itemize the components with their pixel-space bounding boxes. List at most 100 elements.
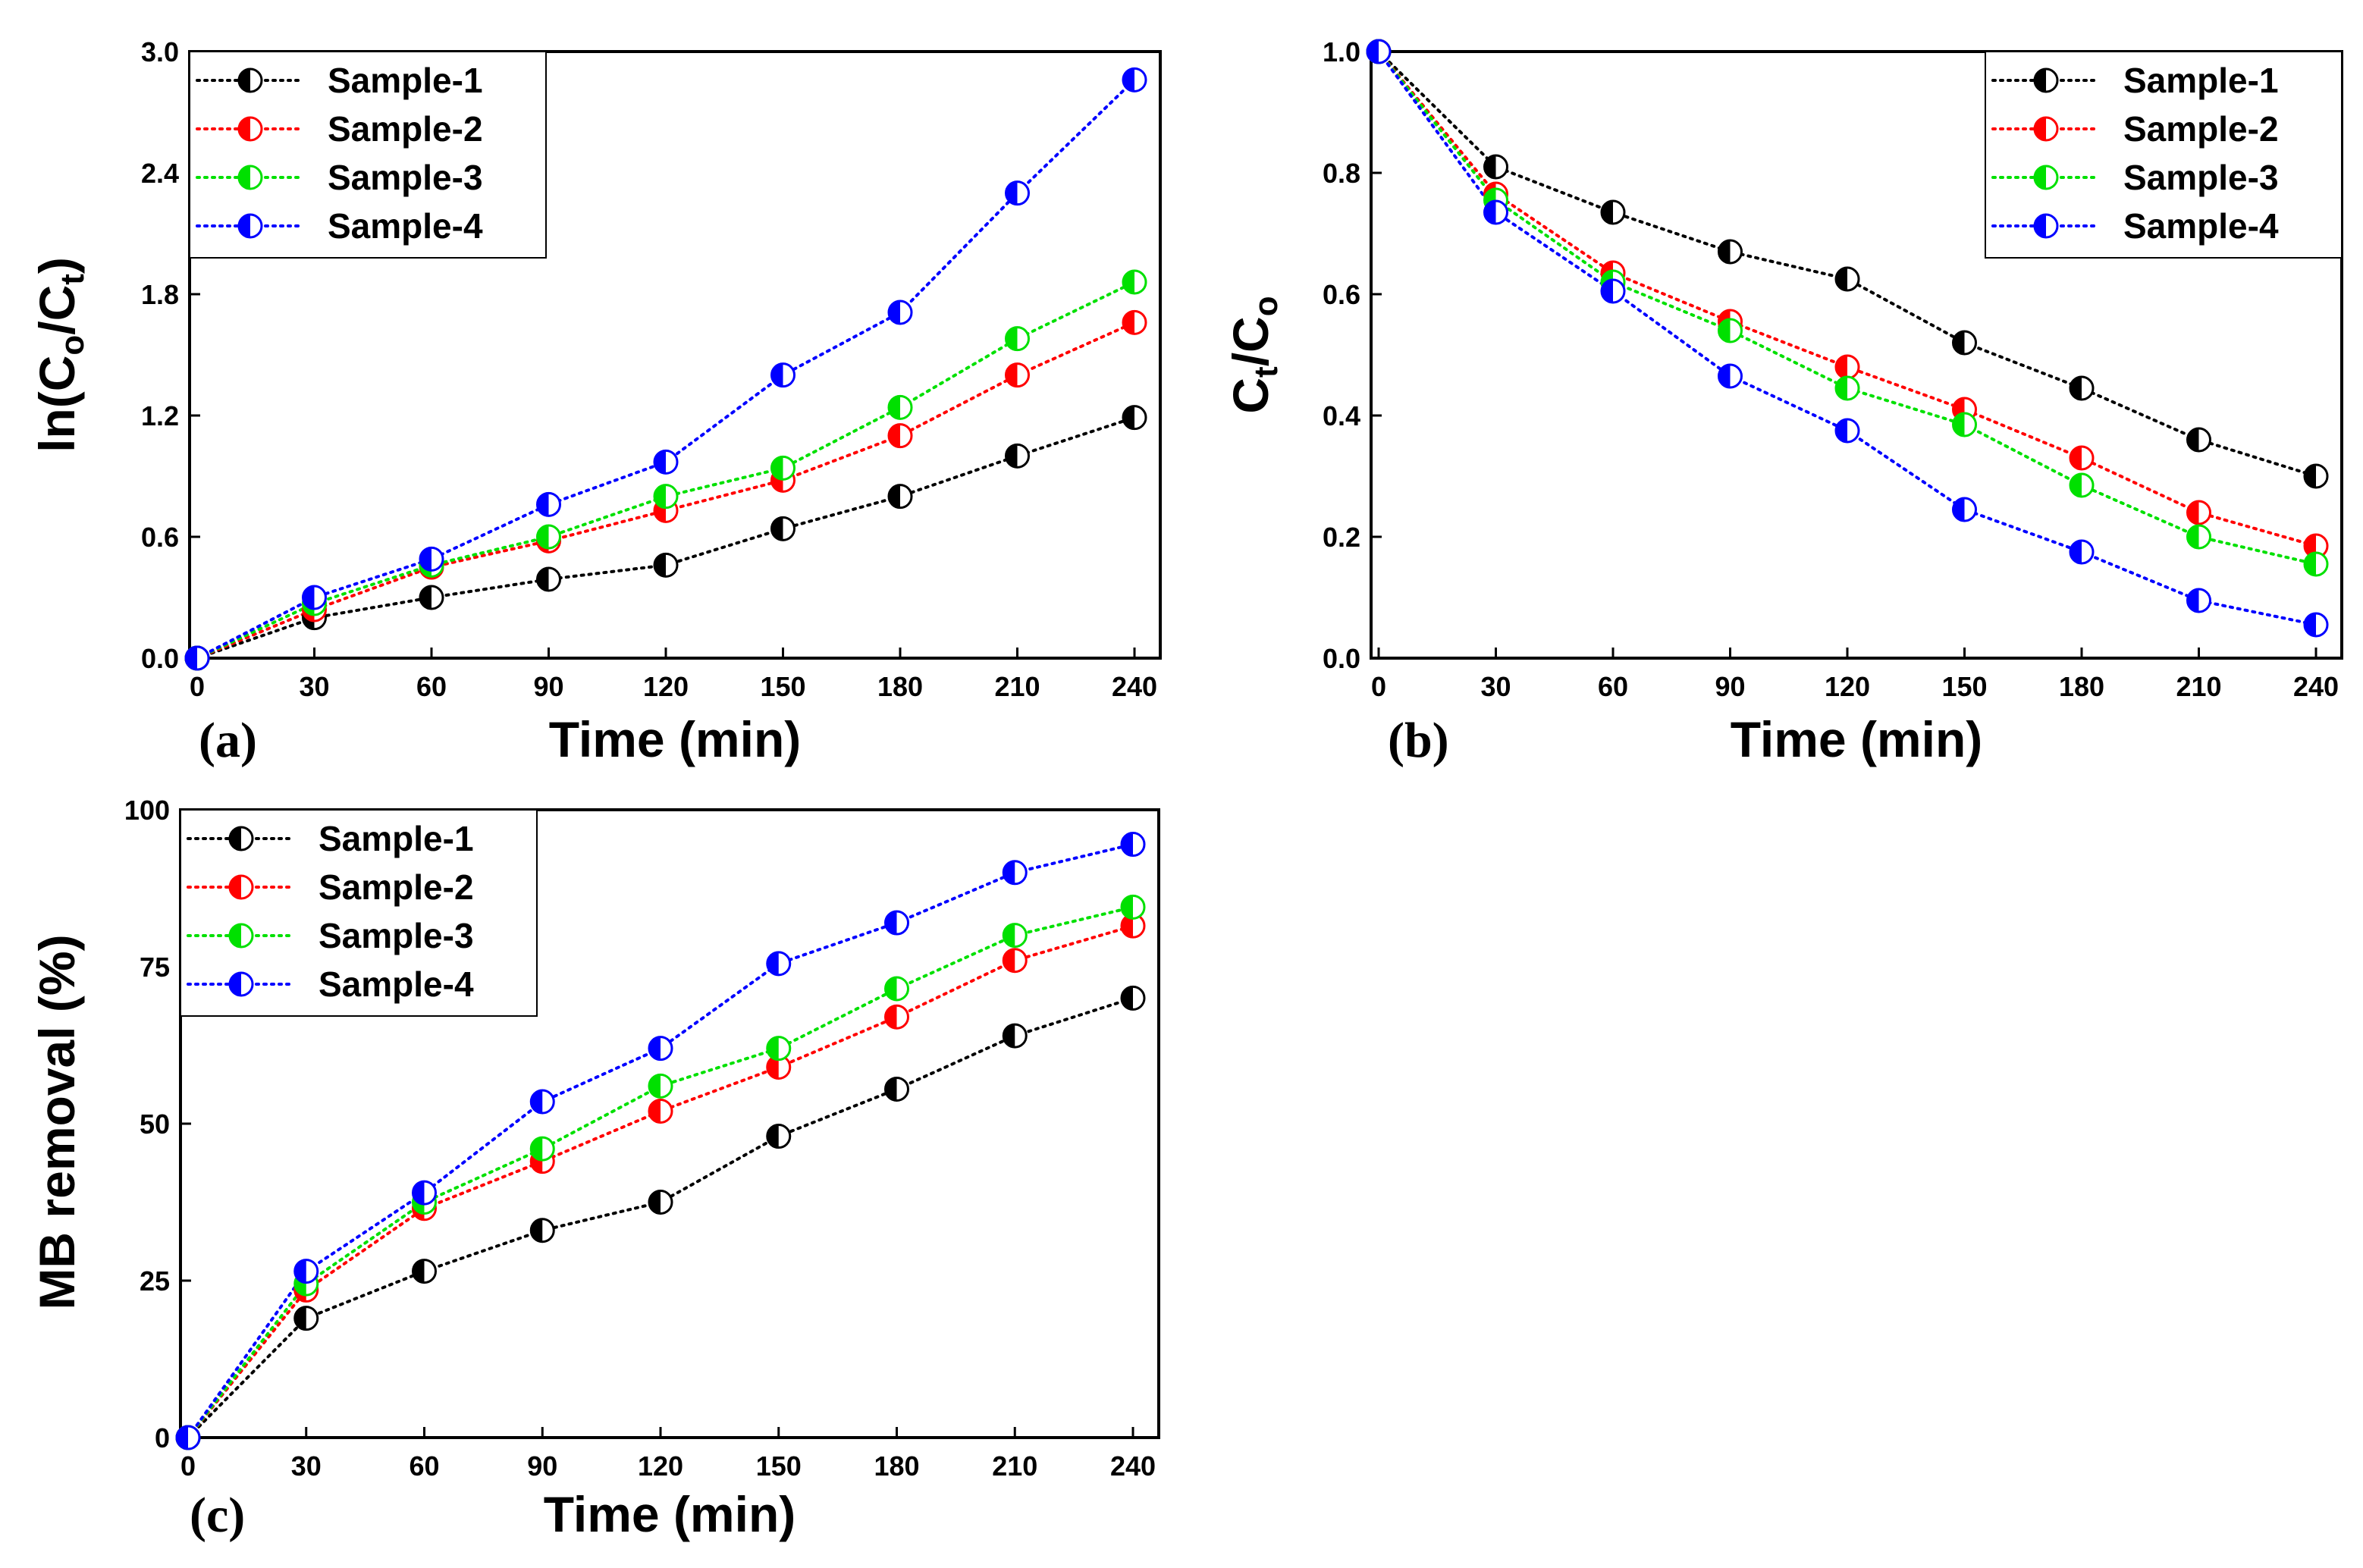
legend-marker-fill xyxy=(230,973,241,996)
data-point-sample-3-fill xyxy=(654,485,666,508)
legend-entry-sample-1: Sample-1 xyxy=(2123,61,2279,100)
x-tick-label: 180 xyxy=(2059,671,2104,702)
data-point-sample-1 xyxy=(2069,375,2095,401)
data-point-sample-1-fill xyxy=(294,1306,306,1330)
data-point-sample-1-fill xyxy=(1003,1024,1015,1048)
data-point-sample-3 xyxy=(529,1136,555,1162)
data-point-sample-1 xyxy=(1483,154,1508,180)
data-point-sample-4 xyxy=(766,951,792,977)
data-point-sample-2 xyxy=(1005,362,1030,388)
data-point-sample-1-fill xyxy=(649,1190,661,1214)
data-point-sample-1 xyxy=(1120,985,1146,1011)
data-point-sample-3 xyxy=(536,524,561,550)
y-tick-label: 1.8 xyxy=(141,279,179,310)
legend-marker-fill xyxy=(230,827,241,850)
y-tick-label: 0.4 xyxy=(1323,400,1360,431)
data-point-sample-4-fill xyxy=(767,952,779,975)
data-point-sample-4 xyxy=(175,1425,201,1450)
data-point-sample-1-fill xyxy=(771,517,783,541)
data-point-sample-1 xyxy=(1952,330,1977,356)
y-tick-label: 0.0 xyxy=(1323,643,1360,674)
legend-marker xyxy=(237,67,263,93)
data-point-sample-3-fill xyxy=(2305,553,2316,575)
data-point-sample-1-fill xyxy=(2187,428,2199,451)
legend: Sample-1 Sample-2 Sample-3 Sample-4 xyxy=(189,51,547,259)
data-point-sample-1 xyxy=(648,1190,673,1215)
data-point-sample-2 xyxy=(2186,500,2211,525)
y-tick-label: 1.2 xyxy=(141,400,179,431)
legend-marker-fill xyxy=(230,876,241,898)
data-point-sample-1-fill xyxy=(413,1259,425,1283)
data-point-sample-2-fill xyxy=(1003,949,1015,972)
x-tick-label: 210 xyxy=(992,1450,1037,1482)
data-point-sample-3 xyxy=(2069,472,2095,498)
chart-panel-c: 0 30 60 90 120 150 180 210 240 0 25 50 75 100 Sample-1… xyxy=(29,795,1160,1543)
legend-marker xyxy=(228,826,254,851)
data-point-sample-4-fill xyxy=(771,363,783,387)
data-point-sample-4-fill xyxy=(1003,861,1015,884)
legend-marker xyxy=(237,213,263,239)
legend-marker xyxy=(228,874,254,900)
data-point-sample-2 xyxy=(1122,309,1147,335)
series-line-sample-3 xyxy=(196,281,1136,660)
legend-marker xyxy=(2033,165,2059,190)
legend-marker-fill xyxy=(2035,118,2046,140)
legend-marker-fill xyxy=(2035,69,2046,92)
data-point-sample-1-fill xyxy=(767,1124,779,1148)
data-point-sample-1 xyxy=(419,585,444,610)
data-point-sample-1-fill xyxy=(1123,406,1134,429)
data-point-sample-4 xyxy=(1483,199,1508,225)
y-tick-label: 0.6 xyxy=(141,522,179,553)
data-point-sample-3-fill xyxy=(2070,474,2082,497)
data-point-sample-3 xyxy=(770,455,796,481)
y-tick-label: 0.0 xyxy=(141,643,179,674)
x-axis-title: Time (min) xyxy=(544,1486,796,1542)
y-tick-label: 25 xyxy=(140,1265,170,1297)
data-point-sample-4-fill xyxy=(177,1426,188,1449)
data-point-sample-1 xyxy=(1122,405,1147,431)
data-point-sample-4-fill xyxy=(186,647,197,670)
data-point-sample-3-fill xyxy=(885,977,897,1000)
data-point-sample-4-fill xyxy=(531,1090,543,1114)
y-tick-label: 0.6 xyxy=(1323,279,1360,310)
data-point-sample-1-fill xyxy=(537,568,549,591)
legend-marker xyxy=(228,971,254,997)
legend: Sample-1 Sample-2 Sample-3 Sample-4 xyxy=(180,809,538,1017)
data-point-sample-1 xyxy=(770,516,796,541)
series-line-sample-1 xyxy=(187,996,1134,1439)
data-point-sample-3-fill xyxy=(2187,525,2199,548)
data-point-sample-4 xyxy=(412,1180,437,1206)
x-tick-label: 240 xyxy=(1112,671,1157,702)
data-point-sample-3-fill xyxy=(537,525,549,548)
data-point-sample-1 xyxy=(2186,427,2211,453)
plot-frame xyxy=(188,50,1162,660)
x-tick-label: 60 xyxy=(409,1450,439,1482)
x-tick-label: 240 xyxy=(2293,671,2339,702)
legend-marker xyxy=(2033,213,2059,239)
data-point-sample-2-fill xyxy=(889,424,900,447)
data-point-sample-1 xyxy=(1002,1023,1028,1049)
data-point-sample-4 xyxy=(1718,363,1743,389)
data-point-sample-3 xyxy=(1120,894,1146,920)
data-point-sample-4-fill xyxy=(2305,613,2316,636)
plot-frame xyxy=(1370,50,2343,660)
data-point-sample-3 xyxy=(1005,326,1030,352)
data-point-sample-4-fill xyxy=(1953,498,1965,521)
data-point-sample-2 xyxy=(2303,533,2329,559)
data-point-sample-4-fill xyxy=(294,1259,306,1283)
y-tick-label: 1.0 xyxy=(1323,36,1360,67)
data-point-sample-4-fill xyxy=(649,1036,661,1060)
y-tick-label: 3.0 xyxy=(141,36,179,67)
legend-entry-sample-4: Sample-4 xyxy=(319,964,474,1004)
legend-marker xyxy=(237,165,263,190)
data-point-sample-1-fill xyxy=(1953,331,1965,354)
data-point-sample-4 xyxy=(1834,418,1860,444)
data-point-sample-1-fill xyxy=(1718,240,1731,263)
series-line-sample-3 xyxy=(1377,50,2317,566)
data-point-sample-1 xyxy=(884,1076,909,1102)
data-point-sample-4 xyxy=(536,491,561,517)
data-point-sample-1-fill xyxy=(531,1218,543,1242)
series-line-sample-2 xyxy=(187,924,1134,1439)
data-point-sample-3 xyxy=(766,1036,792,1062)
data-point-sample-4-fill xyxy=(303,586,315,609)
